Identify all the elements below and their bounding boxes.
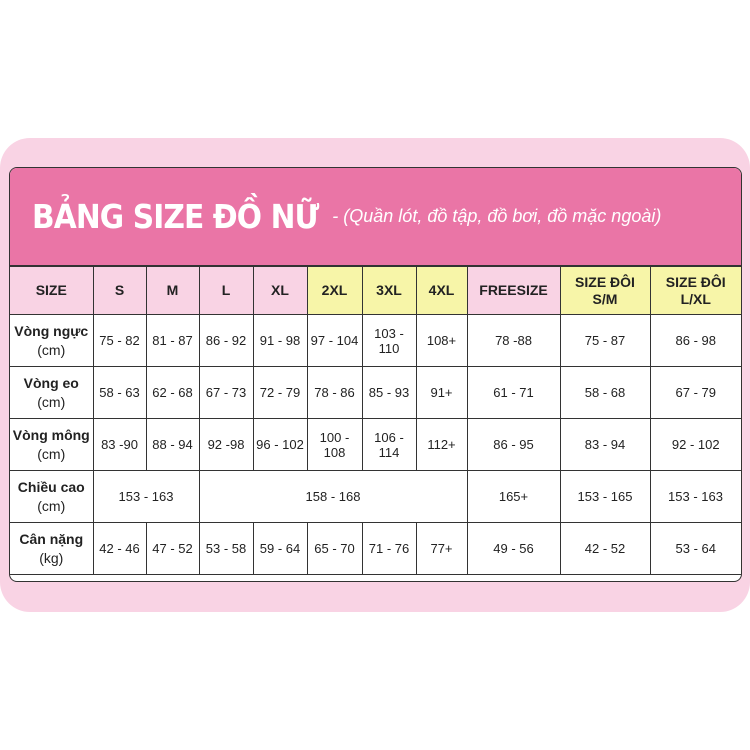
header-row: SIZE S M L XL 2XL 3XL 4XL FREESIZE SIZE ĐÔI S/M SI…	[10, 267, 741, 315]
size-table: SIZE S M L XL 2XL 3XL 4XL FREESIZE SIZE ĐÔI S/M SI…	[10, 267, 741, 575]
row-label-name: Vòng eo	[23, 374, 79, 391]
table-cell: 42 - 52	[559, 522, 651, 575]
header-cell: L	[198, 267, 254, 315]
row-label-name: Cân nặng	[19, 530, 84, 547]
table-cell: 153 - 165	[559, 470, 651, 523]
table-cell: 96 - 102	[252, 418, 308, 471]
table-cell: 78 - 86	[306, 366, 363, 419]
table-cell: 72 - 79	[252, 366, 308, 419]
header-cell: XL	[252, 267, 308, 315]
table-cell: 75 - 87	[559, 314, 651, 367]
row-label: Vòng ngực (cm)	[10, 314, 94, 367]
table-cell: 91 - 98	[252, 314, 308, 367]
table-cell: 86 - 98	[649, 314, 741, 367]
table-cell: 53 - 58	[198, 522, 254, 575]
table-cell: 103 - 110	[361, 314, 417, 367]
table-cell: 83 -90	[92, 418, 147, 471]
table-row: Chiều cao (cm) 153 - 163 158 - 168 165+ 153 -…	[10, 470, 741, 523]
row-label-unit: (kg)	[39, 549, 64, 566]
table-cell: 49 - 56	[466, 522, 561, 575]
table-cell: 108+	[415, 314, 468, 367]
table-cell: 92 - 102	[649, 418, 741, 471]
header-cell: SIZE	[10, 267, 94, 315]
row-label-name: Vòng mông	[12, 426, 90, 443]
header-cell: FREESIZE	[466, 267, 561, 315]
table-cell: 86 - 92	[198, 314, 254, 367]
header-cell: S	[92, 267, 147, 315]
header-cell: SIZE ĐÔI L/XL	[649, 267, 741, 315]
row-label: Cân nặng (kg)	[10, 522, 94, 575]
title-banner: BẢNG SIZE ĐỒ NỮ - (Quần lót, đồ tập, đồ …	[10, 168, 741, 267]
row-label-unit: (cm)	[37, 393, 66, 410]
row-label-name: Chiều cao	[17, 478, 85, 495]
table-cell: 62 - 68	[145, 366, 200, 419]
chart-subtitle: - (Quần lót, đồ tập, đồ bơi, đồ mặc ngoà…	[332, 206, 662, 226]
row-label-unit: (cm)	[37, 341, 66, 358]
table-cell: 83 - 94	[559, 418, 651, 471]
table-cell: 100 - 108	[306, 418, 363, 471]
table-row: Vòng eo (cm) 58 - 63 62 - 68 67 - 73 72 - 79 7…	[10, 366, 741, 419]
table-cell: 67 - 73	[198, 366, 254, 419]
table-cell: 42 - 46	[92, 522, 147, 575]
table-cell: 78 -88	[466, 314, 561, 367]
table-cell: 86 - 95	[466, 418, 561, 471]
table-cell: 92 -98	[198, 418, 254, 471]
header-cell: 3XL	[361, 267, 417, 315]
table-cell: 97 - 104	[306, 314, 363, 367]
table-cell: 112+	[415, 418, 468, 471]
table-cell: 71 - 76	[361, 522, 417, 575]
table-cell: 59 - 64	[252, 522, 308, 575]
header-cell: 2XL	[306, 267, 363, 315]
size-chart-card: BẢNG SIZE ĐỒ NỮ - (Quần lót, đồ tập, đồ …	[9, 167, 742, 582]
table-cell: 61 - 71	[466, 366, 561, 419]
table-cell: 88 - 94	[145, 418, 200, 471]
header-cell: M	[145, 267, 200, 315]
table-cell: 77+	[415, 522, 468, 575]
table-row: Cân nặng (kg) 42 - 46 47 - 52 53 - 58 59 - 64…	[10, 522, 741, 575]
table-cell: 47 - 52	[145, 522, 200, 575]
table-cell: 67 - 79	[649, 366, 741, 419]
table-row: Vòng ngực (cm) 75 - 82 81 - 87 86 - 92 91 - 9…	[10, 314, 741, 367]
header-cell: SIZE ĐÔI S/M	[559, 267, 651, 315]
row-label-name: Vòng ngực	[14, 322, 89, 339]
table-cell: 75 - 82	[92, 314, 147, 367]
table-cell: 153 - 163	[92, 470, 200, 523]
table-cell: 58 - 63	[92, 366, 147, 419]
row-label: Chiều cao (cm)	[10, 470, 94, 523]
chart-title: BẢNG SIZE ĐỒ NỮ	[32, 197, 319, 236]
row-label-unit: (cm)	[37, 497, 66, 514]
table-cell: 165+	[466, 470, 561, 523]
table-cell: 91+	[415, 366, 468, 419]
table-cell: 158 - 168	[198, 470, 468, 523]
table-cell: 81 - 87	[145, 314, 200, 367]
row-label-unit: (cm)	[37, 445, 66, 462]
table-cell: 106 - 114	[361, 418, 417, 471]
table-row: Vòng mông (cm) 83 -90 88 - 94 92 -98 96 - 102…	[10, 418, 741, 471]
table-cell: 53 - 64	[649, 522, 741, 575]
header-cell: 4XL	[415, 267, 468, 315]
table-cell: 153 - 163	[649, 470, 741, 523]
row-label: Vòng eo (cm)	[10, 366, 94, 419]
table-cell: 65 - 70	[306, 522, 363, 575]
table-cell: 85 - 93	[361, 366, 417, 419]
row-label: Vòng mông (cm)	[10, 418, 94, 471]
table-cell: 58 - 68	[559, 366, 651, 419]
